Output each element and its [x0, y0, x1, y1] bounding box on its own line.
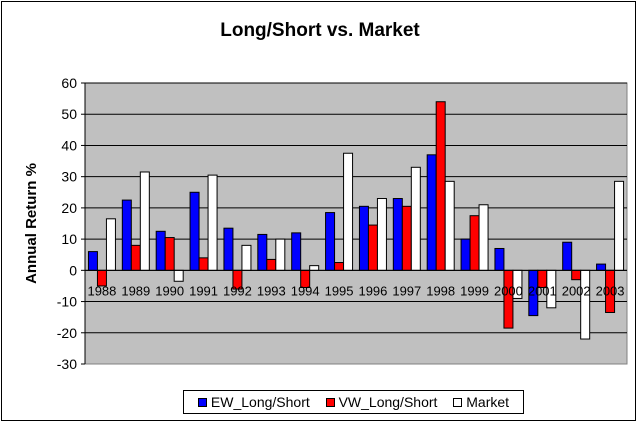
- y-tick-label: -30: [57, 356, 77, 372]
- x-tick-label: 1990: [155, 283, 184, 298]
- bar-ew-long-short-1993: [257, 233, 268, 271]
- legend-label-market: Market: [466, 394, 510, 410]
- y-tick-label: 0: [69, 262, 77, 278]
- bar-market-1993: [275, 238, 286, 271]
- bar-vw-long-short-1989: [130, 244, 141, 271]
- bar-market-2003: [614, 180, 625, 271]
- bar-ew-long-short-1991: [189, 191, 200, 271]
- bar-ew-long-short-1990: [155, 230, 166, 271]
- legend-swatch-market: [453, 397, 463, 407]
- x-tick-label: 1996: [358, 283, 387, 298]
- bar-market-1992: [241, 244, 252, 271]
- bar-market-1990: [173, 269, 184, 282]
- bar-market-1999: [478, 204, 489, 271]
- bar-market-2002: [580, 269, 591, 340]
- bar-vw-long-short-2000: [503, 269, 514, 329]
- bar-market-1995: [343, 152, 354, 271]
- y-tick-label: -10: [57, 294, 77, 310]
- bar-ew-long-short-2002: [562, 241, 573, 271]
- y-axis-title: Annual Return %: [23, 163, 40, 284]
- bar-vw-long-short-1993: [266, 258, 277, 271]
- bar-ew-long-short-1999: [460, 238, 471, 271]
- bar-market-1991: [207, 174, 218, 271]
- bar-market-1989: [139, 171, 150, 271]
- x-tick-label: 1989: [121, 283, 150, 298]
- bar-vw-long-short-2002: [571, 269, 582, 281]
- x-tick-label: 1999: [460, 283, 489, 298]
- x-tick-label: 1992: [223, 283, 252, 298]
- bar-vw-long-short-1996: [367, 224, 378, 271]
- bar-ew-long-short-1989: [121, 199, 132, 271]
- bar-market-1997: [410, 166, 421, 271]
- x-tick-label: 2001: [528, 283, 557, 298]
- legend-swatch-ew: [197, 397, 207, 407]
- plot-area: [84, 82, 628, 365]
- y-tick-label: 50: [61, 106, 77, 122]
- bar-ew-long-short-2000: [494, 247, 505, 271]
- legend-item-market: Market: [453, 394, 509, 410]
- bar-vw-long-short-1997: [401, 205, 412, 271]
- bar-vw-long-short-1998: [435, 101, 446, 271]
- y-tick-label: -20: [57, 325, 77, 341]
- x-tick-label: 1997: [392, 283, 421, 298]
- x-tick-label: 2003: [596, 283, 625, 298]
- y-tick-label: 10: [61, 231, 77, 247]
- x-tick-label: 1988: [87, 283, 116, 298]
- legend: EW_Long/Short VW_Long/Short Market: [183, 390, 524, 414]
- bar-ew-long-short-1998: [426, 154, 437, 271]
- y-tick-label: 30: [61, 169, 77, 185]
- bar-vw-long-short-1995: [334, 262, 345, 271]
- bar-ew-long-short-1994: [291, 232, 302, 271]
- x-tick-label: 2000: [494, 283, 523, 298]
- y-tick-label: 40: [61, 137, 77, 153]
- bar-vw-long-short-1990: [164, 237, 175, 271]
- x-tick-label: 1991: [189, 283, 218, 298]
- bar-ew-long-short-1997: [392, 198, 403, 271]
- x-tick-label: 1995: [325, 283, 354, 298]
- bar-ew-long-short-1992: [223, 227, 234, 271]
- bar-ew-long-short-2003: [596, 263, 607, 271]
- y-tick-label: 60: [61, 75, 77, 91]
- bar-market-1994: [309, 265, 320, 271]
- bar-ew-long-short-1995: [325, 212, 336, 271]
- legend-item-ew: EW_Long/Short: [197, 394, 310, 410]
- bar-ew-long-short-1988: [87, 251, 98, 271]
- x-tick-label: 2002: [562, 283, 591, 298]
- legend-label-vw: VW_Long/Short: [338, 394, 438, 410]
- x-tick-label: 1994: [291, 283, 320, 298]
- x-tick-label: 1998: [426, 283, 455, 298]
- legend-item-vw: VW_Long/Short: [325, 394, 438, 410]
- bar-market-1998: [444, 180, 455, 271]
- bar-market-1988: [105, 218, 116, 271]
- chart-title: Long/Short vs. Market: [220, 20, 420, 41]
- x-tick-label: 1993: [257, 283, 286, 298]
- legend-swatch-vw: [325, 397, 335, 407]
- bar-market-1996: [376, 198, 387, 271]
- bar-ew-long-short-1996: [358, 205, 369, 271]
- y-tick-label: 20: [61, 200, 77, 216]
- legend-label-ew: EW_Long/Short: [210, 394, 310, 410]
- bar-vw-long-short-1991: [198, 257, 209, 271]
- bar-vw-long-short-1999: [469, 215, 480, 271]
